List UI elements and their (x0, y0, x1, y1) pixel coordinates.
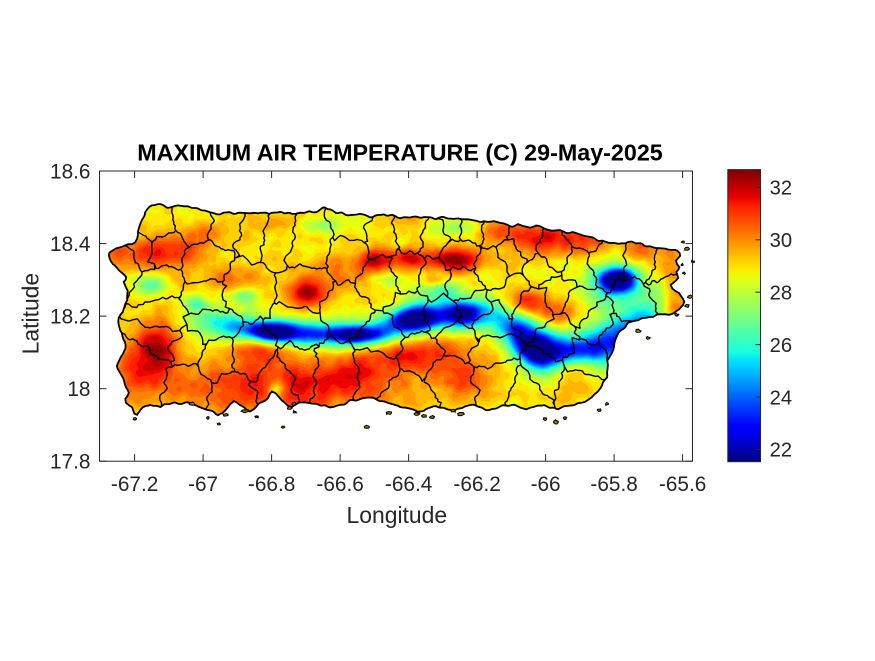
svg-text:18.6: 18.6 (50, 160, 90, 183)
svg-text:18.4: 18.4 (50, 233, 90, 256)
svg-text:32: 32 (770, 178, 792, 200)
svg-text:-66.2: -66.2 (453, 473, 500, 496)
svg-text:22: 22 (770, 440, 792, 462)
svg-text:-66: -66 (531, 473, 561, 496)
svg-text:-66.8: -66.8 (248, 473, 295, 496)
svg-text:18: 18 (67, 378, 90, 401)
svg-text:18.2: 18.2 (50, 305, 90, 328)
svg-text:28: 28 (770, 283, 792, 305)
svg-text:-65.8: -65.8 (590, 473, 637, 496)
svg-text:26: 26 (770, 335, 792, 357)
svg-text:-65.6: -65.6 (659, 473, 706, 496)
svg-text:-66.4: -66.4 (385, 473, 432, 496)
svg-text:24: 24 (770, 387, 792, 409)
svg-text:MAXIMUM AIR TEMPERATURE (C) 29: MAXIMUM AIR TEMPERATURE (C) 29-May-2025 (137, 140, 663, 166)
svg-text:-66.6: -66.6 (316, 473, 363, 496)
svg-text:17.8: 17.8 (50, 451, 90, 474)
svg-text:30: 30 (770, 230, 792, 252)
svg-text:-67.2: -67.2 (111, 473, 158, 496)
svg-text:Latitude: Latitude (18, 273, 44, 354)
svg-text:-67: -67 (188, 473, 218, 496)
svg-text:Longitude: Longitude (347, 502, 448, 528)
